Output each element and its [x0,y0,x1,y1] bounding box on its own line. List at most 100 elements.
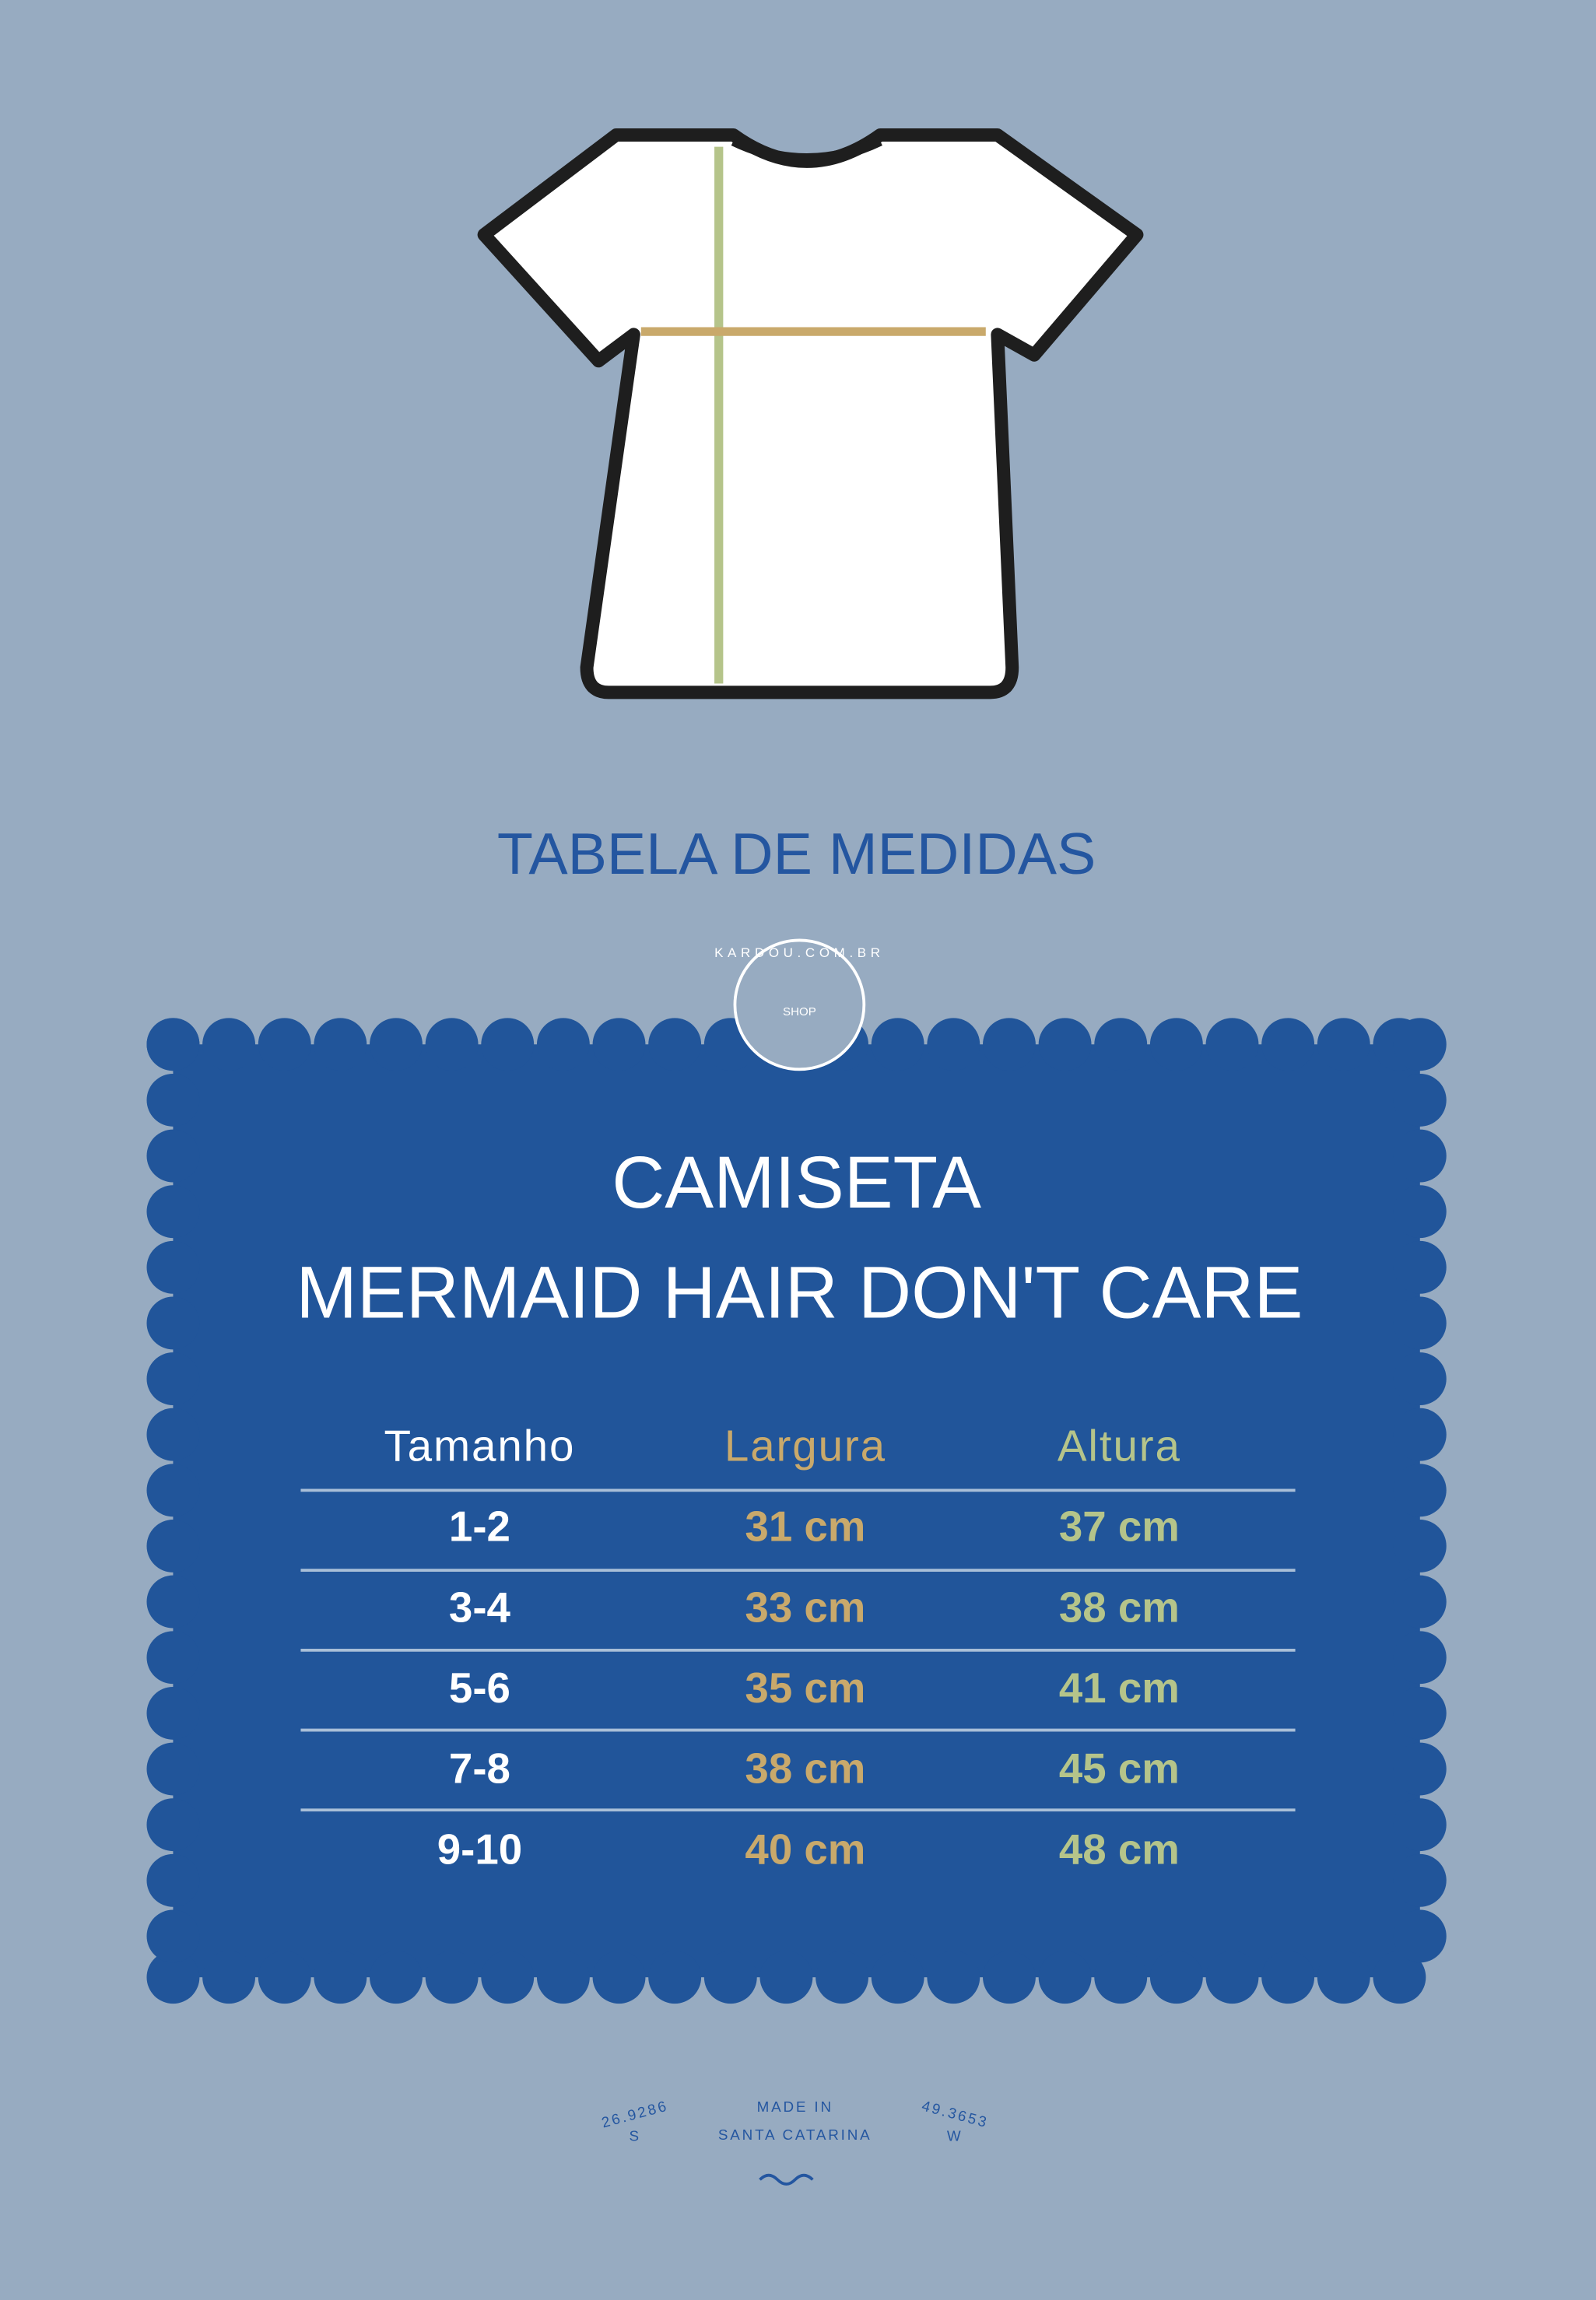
footer-right: W [947,2128,963,2144]
scallop [1149,1951,1203,2004]
scallop [1393,1575,1447,1629]
table-cell: 48 cm [1059,1825,1180,1873]
footer-left: S [630,2128,641,2144]
scallop [1393,1018,1447,1071]
scallop [370,1018,423,1071]
scallop [1393,1798,1447,1852]
card-title: MERMAID HAIR DON'T CARE [296,1251,1303,1333]
scallop [202,1018,256,1071]
scallop [146,1129,200,1183]
table-cell: 45 cm [1059,1745,1180,1793]
scallop [1317,1018,1370,1071]
scallop [146,1408,200,1461]
table-cell: 7-8 [449,1745,510,1793]
card [146,1018,1447,2004]
scallop [146,1018,200,1071]
table-cell: 35 cm [745,1664,865,1712]
scallop [146,1853,200,1907]
column-header: Altura [1058,1421,1181,1470]
scallop [1393,1909,1447,1963]
scallop [983,1951,1036,2004]
scallop [592,1018,646,1071]
scallop [146,1742,200,1796]
scallop [759,1951,813,2004]
scallop [536,1018,590,1071]
scallop [648,1018,702,1071]
scallop [1205,1951,1259,2004]
scallop [1393,1686,1447,1740]
scallop [146,1575,200,1629]
scallop [146,1686,200,1740]
badge: KARDOU.COM.BR SHOP [714,938,885,1071]
size-table: Tamanho Largura Altura 1-2 31 cm 37 cm 3-4 33 c… [300,1421,1296,1873]
page-title: TABELA DE MEDIDAS [497,821,1096,886]
scallop [1393,1742,1447,1796]
scallop [1094,1018,1148,1071]
scallop [146,1909,200,1963]
scallop [146,1352,200,1406]
scallop [927,1951,980,2004]
scallop [1393,1296,1447,1350]
scallop [1393,1352,1447,1406]
scallop [703,1951,757,2004]
scallop [816,1951,868,2004]
scallop [871,1951,924,2004]
footer-center: MADE IN [757,2098,833,2115]
badge-ring-text: KARDOU.COM.BR [714,945,885,960]
table-cell: 41 cm [1059,1664,1180,1712]
scallop [202,1951,256,2004]
badge-center-text: SHOP [783,1005,816,1019]
table-cell: 40 cm [745,1825,865,1873]
scallop [927,1018,980,1071]
scallop [983,1018,1036,1071]
scallop [146,1464,200,1517]
card-body [173,1044,1420,1978]
table-cell: 33 cm [745,1583,865,1631]
table-cell: 38 cm [745,1745,865,1793]
table-cell: 1-2 [449,1503,510,1551]
scallop [1393,1129,1447,1183]
scallop [146,1185,200,1239]
scallop [648,1951,702,2004]
column-header: Tamanho [384,1421,576,1470]
table-cell: 37 cm [1059,1503,1180,1551]
scallop [1205,1018,1259,1071]
scallop [1149,1018,1203,1071]
scallop [1038,1018,1092,1071]
scallop [1261,1018,1315,1071]
scallop [592,1951,646,2004]
scallop [481,1951,535,2004]
scallop [146,1798,200,1852]
scallop [425,1018,479,1071]
scallop [1393,1073,1447,1127]
scallop [1393,1240,1447,1294]
table-cell: 9-10 [437,1825,522,1873]
scallop [146,1296,200,1350]
scallop [314,1018,367,1071]
scallop [1373,1951,1426,2004]
scallop [1393,1853,1447,1907]
card-title: CAMISETA [612,1141,981,1223]
scallop [1038,1951,1092,2004]
scallop [1393,1464,1447,1517]
scallop [258,1951,311,2004]
tshirt-illustration [477,128,1144,699]
scallop [146,1240,200,1294]
wave-icon [759,2173,814,2186]
scallop [1317,1951,1370,2004]
table-cell: 3-4 [449,1583,511,1631]
table-cell: 38 cm [1059,1583,1180,1631]
scallop [1094,1951,1148,2004]
scallop [425,1951,479,2004]
footer-center: SANTA CATARINA [718,2126,872,2143]
scallop [146,1073,200,1127]
scallop [146,1951,200,2004]
scallop [1393,1520,1447,1572]
scallop [1261,1951,1315,2004]
scallop [370,1951,423,2004]
scallop [146,1520,200,1572]
scallop [1393,1631,1447,1685]
table-cell: 31 cm [745,1503,865,1551]
